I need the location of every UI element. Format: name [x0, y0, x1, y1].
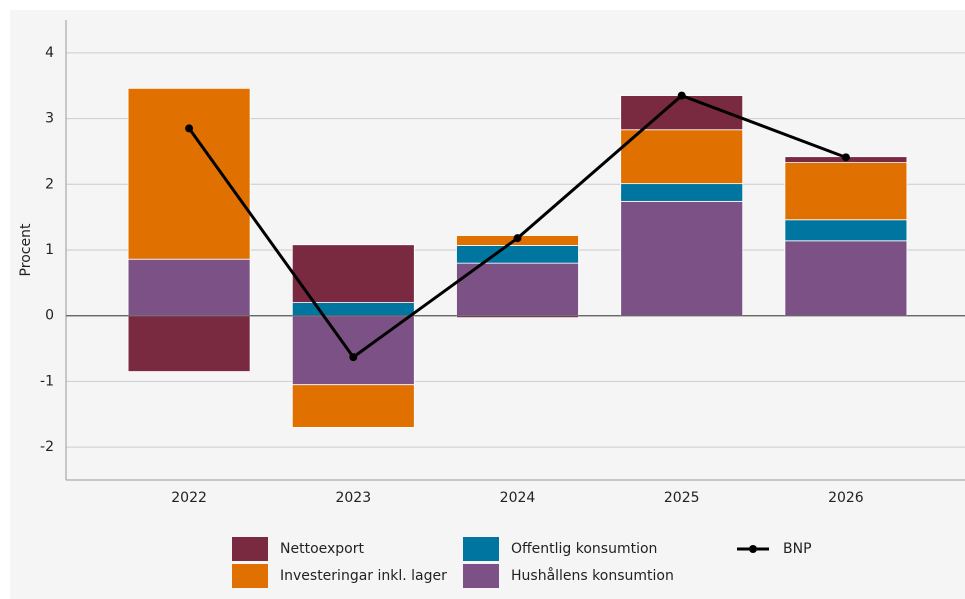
y-tick-label: 3	[45, 111, 54, 127]
legend-swatch	[463, 564, 499, 588]
bar-segment	[127, 258, 251, 317]
bar-segment	[291, 244, 415, 303]
bar-segment	[127, 87, 251, 260]
y-tick-label: 1	[45, 242, 54, 258]
legend-swatch	[463, 537, 499, 561]
bar-segment	[620, 95, 744, 131]
bar-segment	[620, 129, 744, 185]
line-marker	[841, 153, 850, 162]
y-axis-label: Procent	[18, 223, 34, 276]
line-marker	[513, 234, 522, 243]
legend-label: Investeringar inkl. lager	[280, 568, 447, 584]
x-tick-label: 2026	[828, 490, 864, 506]
y-tick-label: 0	[45, 308, 54, 324]
bar-segment	[784, 219, 908, 242]
bar-segment	[127, 315, 251, 372]
legend-marker	[749, 545, 757, 553]
legend-swatch	[232, 564, 268, 588]
legend-label: Hushållens konsumtion	[511, 567, 674, 584]
y-tick-label: 4	[45, 45, 54, 61]
x-tick-label: 2025	[664, 490, 700, 506]
line-marker	[349, 353, 358, 362]
x-tick-label: 2023	[335, 490, 371, 506]
y-tick-label: 2	[45, 176, 54, 192]
bar-segment	[291, 384, 415, 428]
x-tick-label: 2024	[500, 490, 536, 506]
y-tick-label: -2	[40, 439, 54, 455]
legend-label: Nettoexport	[280, 541, 364, 557]
legend-label: BNP	[783, 541, 812, 557]
legend-swatch	[232, 537, 268, 561]
bar-segment	[456, 244, 579, 264]
line-marker	[185, 124, 194, 133]
bar-segment	[291, 302, 415, 317]
bar-segment	[620, 200, 744, 317]
bar-segment	[620, 183, 744, 202]
legend-label: Offentlig konsumtion	[511, 541, 657, 557]
bar-segment	[784, 162, 908, 221]
line-marker	[677, 91, 686, 100]
bar-segment	[456, 262, 579, 317]
y-tick-label: -1	[40, 373, 54, 389]
bar-segment	[784, 240, 908, 317]
x-tick-label: 2022	[171, 490, 207, 506]
